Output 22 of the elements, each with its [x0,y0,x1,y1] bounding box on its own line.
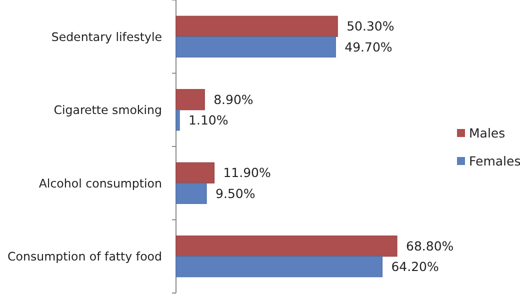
bar [176,89,205,110]
y-tick-label: Consumption of fatty food [8,250,162,264]
y-tick-label: Alcohol consumption [38,176,162,190]
bar [176,36,336,58]
data-label: 64.20% [391,259,440,274]
bar [176,182,207,204]
bar [176,110,180,131]
data-label: 8.90% [214,92,254,107]
bar [176,236,398,257]
y-tick-label: Cigarette smoking [54,103,162,118]
data-label: 11.90% [223,165,272,180]
bar [176,162,215,184]
data-label: 68.80% [406,238,454,254]
y-tick-label: Sedentary lifestyle [51,30,162,44]
bar [176,256,383,278]
data-label: 1.10% [188,112,228,128]
legend-label: Males [469,125,506,140]
legend-label: Females [469,153,520,168]
data-label: 50.30% [346,18,394,34]
bar [176,16,338,37]
data-label: 49.70% [344,39,392,54]
data-label: 9.50% [216,186,256,201]
